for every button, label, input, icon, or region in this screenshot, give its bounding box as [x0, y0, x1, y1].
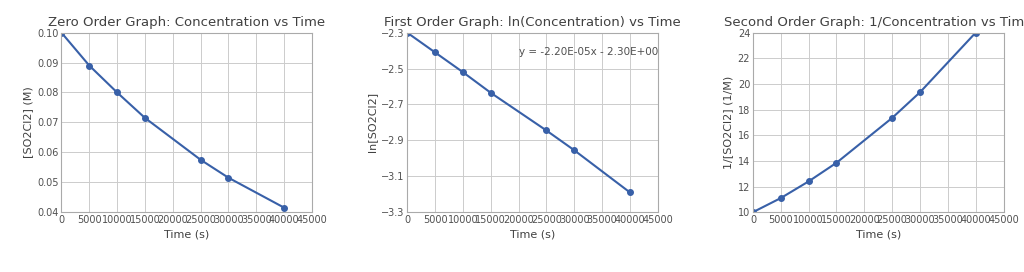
Y-axis label: ln[SO2Cl2]: ln[SO2Cl2] — [367, 92, 377, 153]
Y-axis label: 1/[SO2Cl2] (1/M): 1/[SO2Cl2] (1/M) — [724, 76, 733, 169]
Y-axis label: [SO2Cl2] (M): [SO2Cl2] (M) — [23, 86, 33, 158]
Title: First Order Graph: ln(Concentration) vs Time: First Order Graph: ln(Concentration) vs … — [384, 16, 681, 29]
X-axis label: Time (s): Time (s) — [164, 229, 209, 239]
Title: Zero Order Graph: Concentration vs Time: Zero Order Graph: Concentration vs Time — [48, 16, 326, 29]
X-axis label: Time (s): Time (s) — [510, 229, 555, 239]
Text: y = -2.20E-05x - 2.30E+00: y = -2.20E-05x - 2.30E+00 — [518, 47, 657, 57]
X-axis label: Time (s): Time (s) — [856, 229, 901, 239]
Title: Second Order Graph: 1/Concentration vs Time: Second Order Graph: 1/Concentration vs T… — [724, 16, 1024, 29]
